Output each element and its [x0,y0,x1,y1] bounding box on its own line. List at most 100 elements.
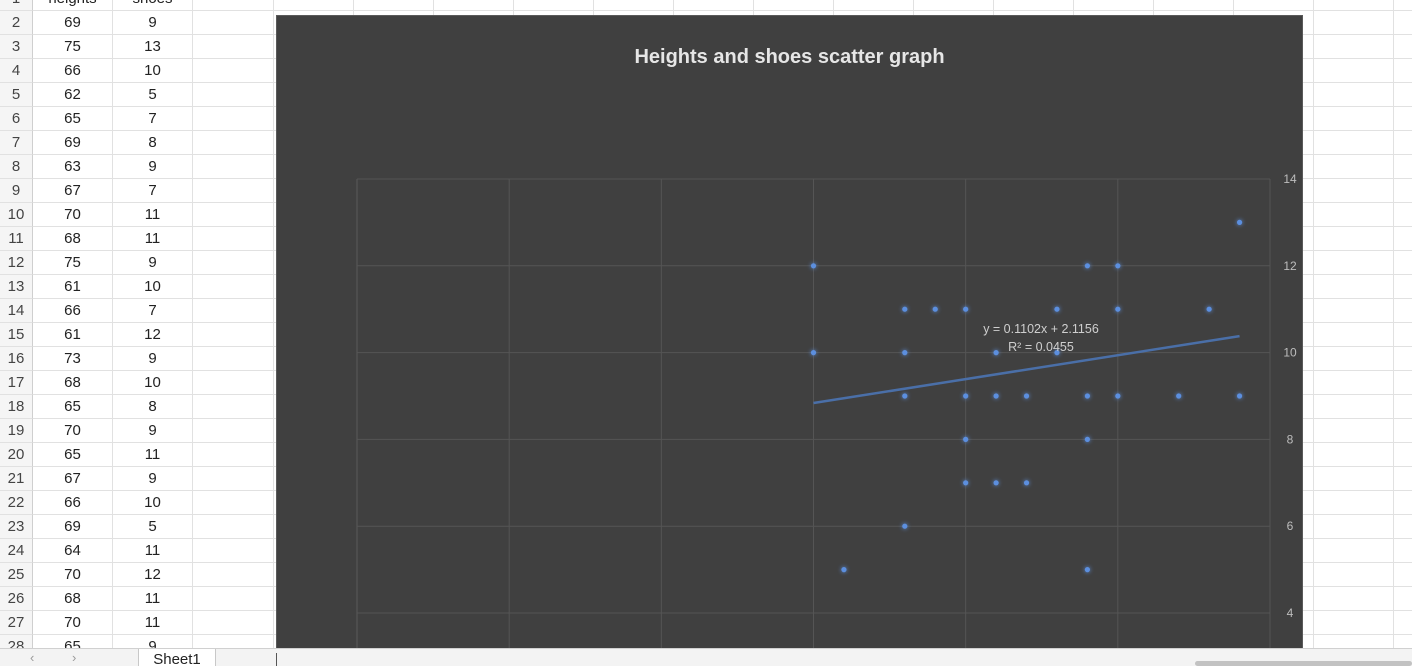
cell-shoes[interactable]: 5 [113,83,193,107]
row-number[interactable]: 22 [0,491,33,515]
cell-height[interactable]: 66 [33,299,113,323]
cell-shoes[interactable]: 9 [113,347,193,371]
cell-height[interactable]: 70 [33,203,113,227]
row-number[interactable]: 19 [0,419,33,443]
cell-height[interactable]: 68 [33,587,113,611]
cell-height[interactable]: 69 [33,131,113,155]
row-number[interactable]: 6 [0,107,33,131]
row-number[interactable]: 12 [0,251,33,275]
cell-height[interactable]: 75 [33,35,113,59]
column-header-heights[interactable]: heights [33,0,113,11]
cell-shoes[interactable]: 11 [113,227,193,251]
row-number[interactable]: 15 [0,323,33,347]
cell-shoes[interactable]: 10 [113,275,193,299]
data-point [1023,480,1030,486]
cell-height[interactable]: 66 [33,491,113,515]
cell-height[interactable]: 65 [33,635,113,648]
cell-shoes[interactable]: 10 [113,59,193,83]
spreadsheet-grid[interactable]: 1heightsshoes269937513466105625665776988… [0,0,1412,648]
cell-shoes[interactable]: 7 [113,179,193,203]
data-point [993,480,999,486]
row-number[interactable]: 8 [0,155,33,179]
cell-height[interactable]: 70 [33,611,113,635]
row-number[interactable]: 18 [0,395,33,419]
row-number[interactable]: 4 [0,59,33,83]
next-sheet-icon[interactable]: › [72,650,77,665]
cell-height[interactable]: 65 [33,443,113,467]
cell-shoes[interactable]: 10 [113,371,193,395]
row-number[interactable]: 24 [0,539,33,563]
row-number[interactable]: 7 [0,131,33,155]
cell-height[interactable]: 69 [33,515,113,539]
row-empty-cells[interactable] [193,0,1412,11]
cell-shoes[interactable]: 11 [113,611,193,635]
cell-height[interactable]: 61 [33,275,113,299]
cell-shoes[interactable]: 11 [113,443,193,467]
trendline-r-squared: R² = 0.0455 [1008,340,1074,354]
cell-shoes[interactable]: 5 [113,515,193,539]
cell-shoes[interactable]: 9 [113,419,193,443]
cell-height[interactable]: 65 [33,107,113,131]
cell-height[interactable]: 68 [33,227,113,251]
tab-sheet1[interactable]: Sheet1 [138,649,216,666]
cell-shoes[interactable]: 12 [113,323,193,347]
cell-shoes[interactable]: 10 [113,491,193,515]
cell-shoes[interactable]: 7 [113,107,193,131]
row-number[interactable]: 17 [0,371,33,395]
data-point [1115,306,1121,312]
data-point [1176,393,1182,399]
cell-shoes[interactable]: 13 [113,35,193,59]
cell-height[interactable]: 65 [33,395,113,419]
row-number[interactable]: 10 [0,203,33,227]
cell-shoes[interactable]: 11 [113,587,193,611]
row-number[interactable]: 13 [0,275,33,299]
row-number[interactable]: 21 [0,467,33,491]
cell-shoes[interactable]: 9 [113,467,193,491]
tab-divider [276,653,277,666]
cell-shoes[interactable]: 9 [113,11,193,35]
row-number[interactable]: 3 [0,35,33,59]
cell-height[interactable]: 73 [33,347,113,371]
cell-height[interactable]: 70 [33,419,113,443]
row-number[interactable]: 16 [0,347,33,371]
row-number[interactable]: 14 [0,299,33,323]
cell-height[interactable]: 70 [33,563,113,587]
cell-shoes[interactable]: 9 [113,251,193,275]
cell-shoes[interactable]: 12 [113,563,193,587]
row-number[interactable]: 5 [0,83,33,107]
row-number[interactable]: 9 [0,179,33,203]
row-number[interactable]: 25 [0,563,33,587]
y-tick-label: 14 [1283,172,1297,186]
row-number[interactable]: 23 [0,515,33,539]
data-point [841,567,847,573]
cell-height[interactable]: 68 [33,371,113,395]
prev-sheet-icon[interactable]: ‹ [30,650,35,665]
cell-height[interactable]: 75 [33,251,113,275]
scatter-chart[interactable]: Heights and shoes scatter graph 4 6 8 10 12 1… [276,15,1303,655]
row-number[interactable]: 1 [0,0,33,11]
row-number[interactable]: 28 [0,635,33,648]
row-number[interactable]: 27 [0,611,33,635]
cell-shoes[interactable]: 11 [113,203,193,227]
row-number[interactable]: 11 [0,227,33,251]
cell-height[interactable]: 69 [33,11,113,35]
column-header-shoes[interactable]: shoes [113,0,193,11]
cell-shoes[interactable]: 7 [113,299,193,323]
cell-height[interactable]: 67 [33,467,113,491]
data-point [902,393,908,399]
row-number[interactable]: 2 [0,11,33,35]
cell-height[interactable]: 63 [33,155,113,179]
row-number[interactable]: 20 [0,443,33,467]
cell-height[interactable]: 61 [33,323,113,347]
cell-shoes[interactable]: 9 [113,155,193,179]
cell-height[interactable]: 64 [33,539,113,563]
row-number[interactable]: 26 [0,587,33,611]
cell-height[interactable]: 62 [33,83,113,107]
horizontal-scrollbar[interactable] [1195,661,1412,666]
cell-shoes[interactable]: 11 [113,539,193,563]
cell-height[interactable]: 67 [33,179,113,203]
cell-shoes[interactable]: 8 [113,131,193,155]
cell-shoes[interactable]: 8 [113,395,193,419]
cell-height[interactable]: 66 [33,59,113,83]
cell-shoes[interactable]: 9 [113,635,193,648]
